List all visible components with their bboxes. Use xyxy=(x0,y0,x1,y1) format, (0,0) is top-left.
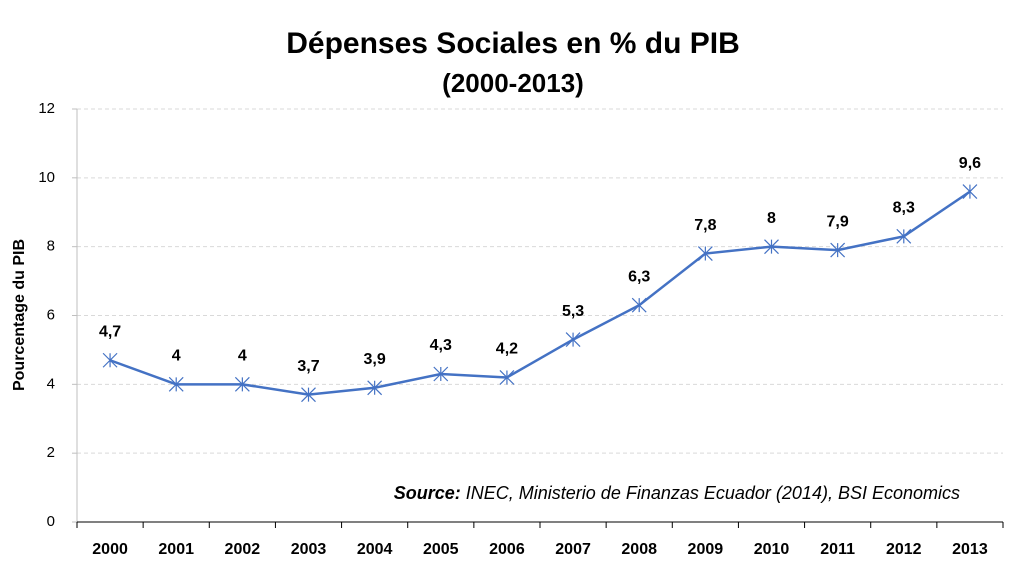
chart-subtitle: (2000-2013) xyxy=(442,68,584,98)
source-note: Source: INEC, Ministerio de Finanzas Ecu… xyxy=(394,483,960,503)
y-tick-label: 6 xyxy=(47,306,55,323)
y-tick-label: 8 xyxy=(47,238,55,255)
y-tick-label: 4 xyxy=(47,375,55,392)
marker xyxy=(565,332,581,348)
data-label: 4,2 xyxy=(496,341,518,358)
source-label: Source: xyxy=(394,483,461,503)
x-tick-label: 2009 xyxy=(688,541,724,558)
x-tick-label: 2000 xyxy=(92,541,128,558)
marker xyxy=(499,370,515,385)
data-label: 3,7 xyxy=(297,358,319,375)
data-label: 3,9 xyxy=(364,351,386,368)
x-tick-label: 2007 xyxy=(555,541,591,558)
marker xyxy=(168,376,184,392)
y-tick-label: 2 xyxy=(47,444,55,461)
x-tick-label: 2006 xyxy=(489,541,525,558)
marker xyxy=(301,387,316,403)
x-tick-label: 2004 xyxy=(357,541,393,558)
data-label: 4 xyxy=(238,348,247,365)
marker xyxy=(433,366,449,382)
chart-title: Dépenses Sociales en % du PIB xyxy=(286,27,740,60)
marker xyxy=(962,184,978,200)
data-label: 8 xyxy=(767,210,776,227)
data-label: 8,3 xyxy=(893,200,915,217)
marker xyxy=(102,352,118,368)
x-tick-label: 2012 xyxy=(886,541,922,558)
y-tick-label: 10 xyxy=(38,169,55,186)
marker xyxy=(697,246,713,261)
x-tick-label: 2005 xyxy=(423,541,459,558)
line xyxy=(109,190,971,396)
marker xyxy=(830,242,846,258)
data-label: 4 xyxy=(172,348,181,365)
y-tick-label: 0 xyxy=(47,513,55,530)
x-tick-label: 2002 xyxy=(225,541,261,558)
data-label: 5,3 xyxy=(562,303,584,320)
x-tick-label: 2013 xyxy=(952,541,988,558)
data-label: 7,8 xyxy=(694,217,716,234)
data-label: 4,3 xyxy=(430,337,452,354)
x-tick-label: 2003 xyxy=(291,541,327,558)
data-label: 6,3 xyxy=(628,268,650,285)
y-tick-label: 12 xyxy=(38,100,55,117)
marker xyxy=(631,297,647,313)
y-axis-label: Pourcentage du PIB xyxy=(11,239,28,391)
marker xyxy=(764,239,779,255)
data-label: 4,7 xyxy=(99,323,121,340)
marker xyxy=(896,228,912,244)
x-tick-label: 2001 xyxy=(158,541,194,558)
data-label: 7,9 xyxy=(827,213,849,230)
marker xyxy=(367,380,383,396)
x-tick-label: 2010 xyxy=(754,541,790,558)
source-text: INEC, Ministerio de Finanzas Ecuador (20… xyxy=(466,483,960,503)
marker xyxy=(234,376,250,392)
x-tick-label: 2008 xyxy=(621,541,657,558)
x-tick-label: 2011 xyxy=(820,541,855,558)
data-label: 9,6 xyxy=(959,155,981,172)
